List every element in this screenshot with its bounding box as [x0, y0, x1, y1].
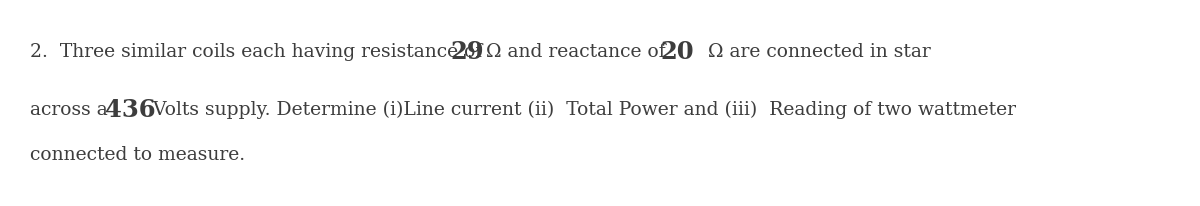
Text: Volts supply. Determine (i)Line current (ii)  Total Power and (iii)  Reading of : Volts supply. Determine (i)Line current …: [148, 100, 1016, 118]
Text: across a: across a: [30, 101, 114, 118]
Text: Ω and reactance of: Ω and reactance of: [480, 43, 672, 61]
Text: connected to measure.: connected to measure.: [30, 145, 245, 163]
Text: 29: 29: [450, 40, 484, 64]
Text: Ω are connected in star: Ω are connected in star: [690, 43, 931, 61]
Text: 20: 20: [660, 40, 694, 64]
Text: 436: 436: [106, 97, 156, 121]
Text: 2.  Three similar coils each having resistance of: 2. Three similar coils each having resis…: [30, 43, 488, 61]
